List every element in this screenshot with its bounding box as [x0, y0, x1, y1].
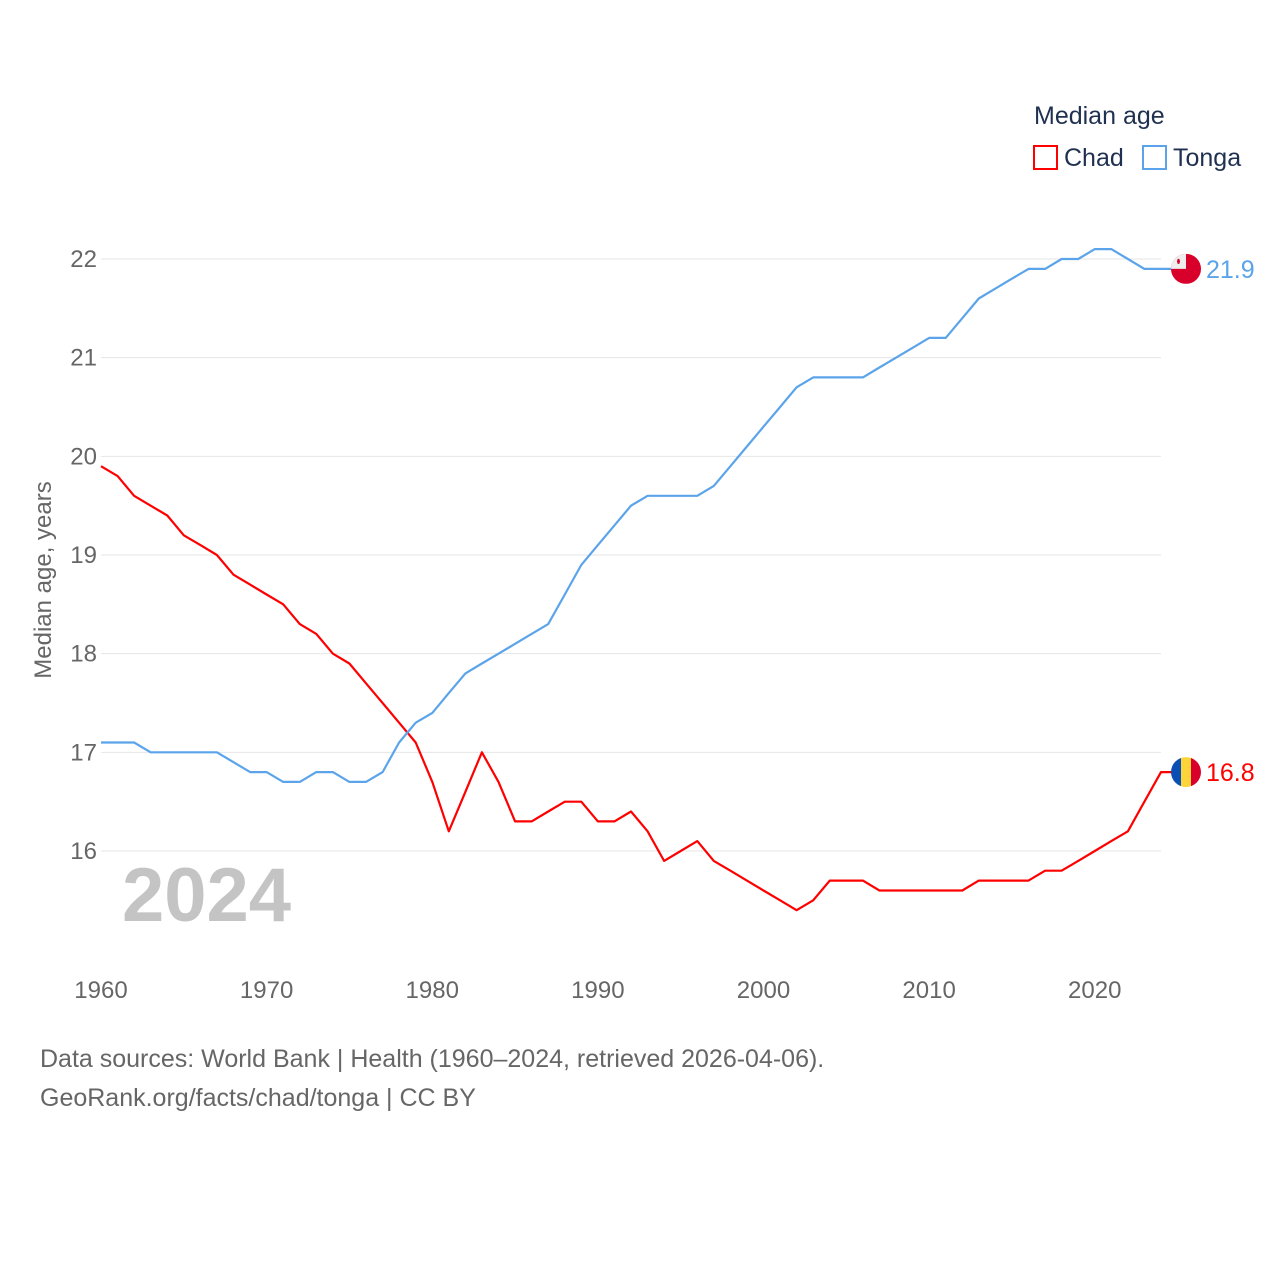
legend-label-chad: Chad [1064, 144, 1124, 172]
y-tick-label: 18 [70, 641, 97, 668]
legend-item-tonga[interactable]: Tonga [1142, 144, 1241, 172]
series-lines [100, 248, 1172, 912]
x-axis-ticks: 1960 1970 1980 1990 2000 2010 2020 [74, 977, 1121, 1004]
tonga-flag-icon [1171, 253, 1201, 284]
y-tick-label: 17 [70, 739, 97, 766]
x-tick-label: 1960 [74, 977, 127, 1004]
chad-flag-icon [1171, 757, 1201, 788]
x-tick-label: 1970 [240, 977, 293, 1004]
series-end-labels: 16.8 21.9 [1171, 253, 1255, 788]
y-axis-ticks: 16 17 18 19 20 21 22 [70, 246, 97, 865]
y-tick-label: 22 [70, 246, 97, 273]
grid-lines [101, 258, 1161, 852]
y-tick-label: 16 [70, 838, 97, 865]
footer-attribution[interactable]: GeoRank.org/facts/chad/tonga | CC BY [40, 1084, 476, 1112]
legend-title: Median age [1034, 102, 1165, 130]
y-tick-label: 21 [70, 345, 97, 372]
series-line-tonga [101, 248, 1172, 784]
x-tick-label: 2010 [902, 977, 955, 1004]
footer-source: Data sources: World Bank | Health (1960–… [40, 1045, 825, 1073]
legend-item-chad[interactable]: Chad [1033, 144, 1124, 172]
end-value-tonga: 21.9 [1206, 256, 1255, 284]
y-axis-label: Median age, years [30, 481, 57, 678]
legend-swatch-tonga [1142, 145, 1167, 170]
x-tick-label: 1990 [571, 977, 624, 1004]
y-tick-label: 20 [70, 443, 97, 470]
x-tick-label: 1980 [406, 977, 459, 1004]
y-tick-label: 19 [70, 542, 97, 569]
legend-swatch-chad [1033, 145, 1058, 170]
year-watermark: 2024 [122, 853, 291, 938]
x-tick-label: 2000 [737, 977, 790, 1004]
x-tick-label: 2020 [1068, 977, 1121, 1004]
end-value-chad: 16.8 [1206, 759, 1255, 787]
series-line-chad [100, 465, 1172, 912]
legend-label-tonga: Tonga [1173, 144, 1241, 172]
